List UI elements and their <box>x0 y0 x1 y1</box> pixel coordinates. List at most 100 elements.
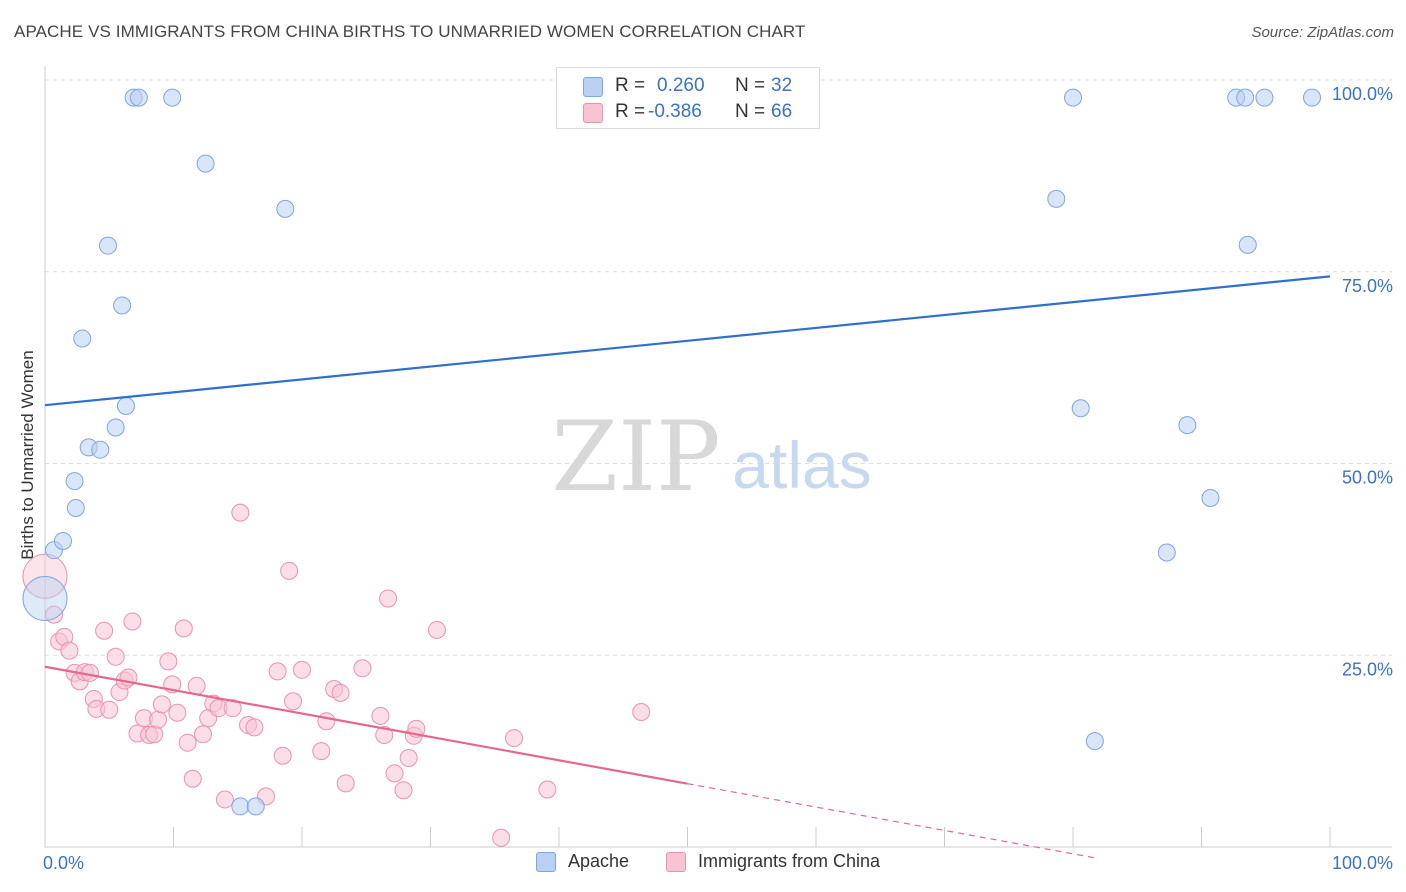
china-point <box>168 703 187 722</box>
china-point <box>385 764 404 783</box>
watermark-zip: ZIP <box>551 401 720 513</box>
china-swatch <box>583 103 603 123</box>
apache-point <box>73 329 92 348</box>
apache-point <box>1178 416 1197 435</box>
china-point <box>174 619 193 638</box>
china-trend-line-dashed <box>687 783 1099 860</box>
china-point <box>492 828 511 847</box>
legend-item-china[interactable]: Immigrants from China <box>666 851 880 872</box>
apache-point <box>1047 189 1066 208</box>
china-point <box>245 718 264 737</box>
apache-point <box>1157 543 1176 562</box>
source-credit: Source: ZipAtlas.com <box>1251 24 1394 41</box>
trend-lines <box>44 275 1331 860</box>
watermark: ZIP atlas <box>551 401 871 513</box>
china-point <box>223 699 242 718</box>
apache-point <box>113 296 132 315</box>
apache-point <box>116 396 135 415</box>
china-point <box>312 742 331 761</box>
china-point <box>394 781 413 800</box>
apache-point <box>98 236 117 255</box>
apache-point <box>246 797 265 816</box>
china-point <box>231 503 250 522</box>
china-point <box>284 692 303 711</box>
apache-trend-line-solid <box>44 275 1331 407</box>
gridlines <box>45 79 1392 656</box>
china-point <box>106 647 125 666</box>
china-point <box>632 703 651 722</box>
china-point <box>268 662 287 681</box>
apache-point <box>231 797 250 816</box>
china-point <box>273 746 292 765</box>
china-point <box>215 790 234 809</box>
y-tick-label: 50.0% <box>1342 468 1393 488</box>
y-tick-label: 75.0% <box>1342 276 1393 296</box>
apache-point <box>22 575 68 621</box>
china-point <box>183 769 202 788</box>
series-china-points <box>22 503 651 847</box>
apache-swatch <box>583 77 603 97</box>
r-label: R = <box>615 75 646 96</box>
r-label: R = <box>615 101 646 122</box>
y-tick-label: 100.0% <box>1332 84 1393 104</box>
apache-point <box>1238 235 1257 254</box>
series-apache-points <box>22 88 1322 816</box>
china-point <box>505 729 524 748</box>
apache-point <box>65 472 84 491</box>
china-point <box>427 620 446 639</box>
y-tick-label: 25.0% <box>1342 659 1393 679</box>
apache-point <box>53 531 72 550</box>
legend-row-apache: R = 0.260 N = 32 <box>557 75 819 101</box>
china-legend-swatch <box>666 851 686 872</box>
china-point <box>149 710 168 729</box>
china-point <box>152 695 171 714</box>
stats-legend: R = 0.260 N = 32 R = -0.386 N = 66 <box>556 67 820 129</box>
apache-point <box>1064 88 1082 107</box>
apache-point <box>91 440 110 459</box>
china-point <box>379 589 398 608</box>
china-trend-line-solid <box>44 665 688 785</box>
watermark-atlas: atlas <box>732 428 871 502</box>
china-point <box>331 683 350 702</box>
china-point <box>159 652 178 671</box>
legend-label-apache: Apache <box>568 851 630 871</box>
apache-point <box>1255 88 1274 107</box>
x-tick-label: 100.0% <box>1332 853 1393 873</box>
apache-point <box>106 418 125 437</box>
apache-point <box>276 199 295 218</box>
series-legend: Apache Immigrants from China <box>0 851 1406 879</box>
china-point <box>95 621 114 640</box>
china-point <box>317 712 336 731</box>
china-point <box>60 641 79 660</box>
apache-point <box>1201 489 1220 508</box>
n-value: 66 <box>771 101 793 122</box>
china-point <box>280 561 299 580</box>
china-point <box>293 660 311 679</box>
apache-point <box>196 154 215 173</box>
x-tick-label: 0.0% <box>43 853 84 873</box>
apache-point <box>129 88 148 107</box>
r-value: 0.260 <box>657 75 705 96</box>
legend-item-apache[interactable]: Apache <box>536 851 629 872</box>
n-label: N = <box>735 101 766 122</box>
china-point <box>178 733 197 752</box>
apache-legend-swatch <box>536 851 556 872</box>
apache-point <box>66 498 85 517</box>
china-point <box>187 676 206 695</box>
china-point <box>44 605 63 624</box>
legend-label-china: Immigrants from China <box>698 851 881 871</box>
china-point <box>538 780 557 799</box>
apache-point <box>163 88 182 107</box>
tick-labels: 25.0% 50.0% 75.0% 100.0% 0.0% 100.0% <box>43 84 1393 873</box>
china-point <box>399 749 418 768</box>
n-label: N = <box>735 75 766 96</box>
china-point <box>353 659 372 678</box>
china-point <box>100 700 119 719</box>
legend-row-china: R = -0.386 N = 66 <box>557 101 819 127</box>
chart-title: APACHE VS IMMIGRANTS FROM CHINA BIRTHS T… <box>14 22 806 41</box>
china-point <box>371 706 390 725</box>
n-value: 32 <box>771 75 793 96</box>
apache-point <box>1236 88 1255 107</box>
axes <box>44 66 1392 848</box>
